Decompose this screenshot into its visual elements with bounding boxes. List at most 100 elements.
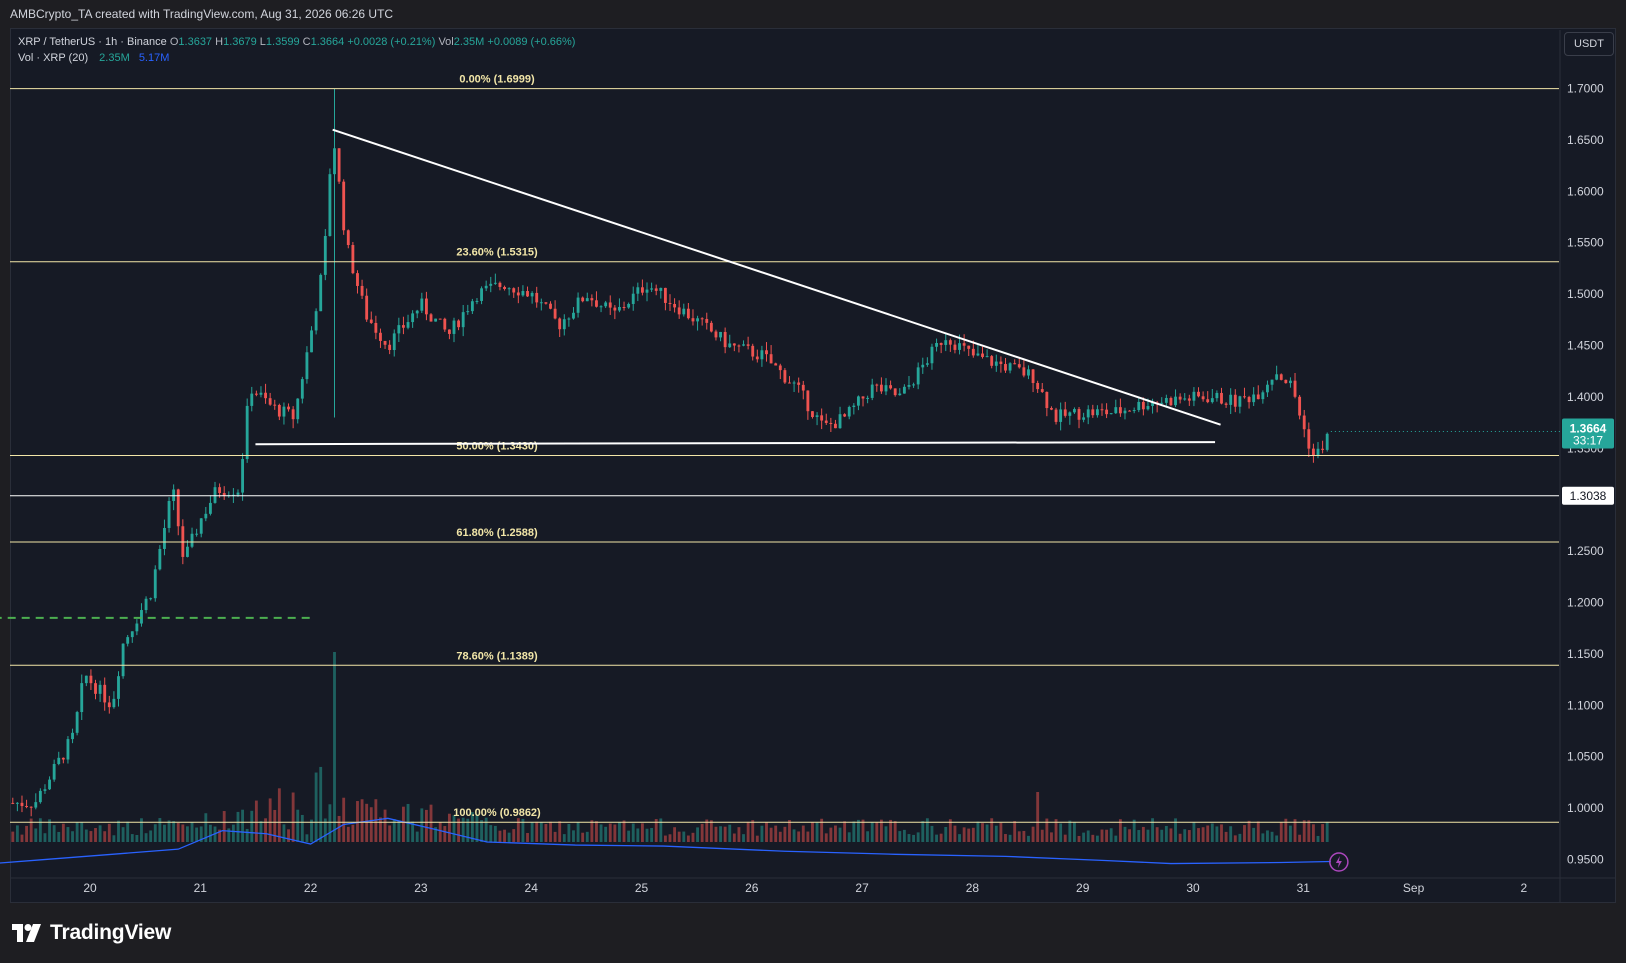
candle-body [677, 307, 681, 315]
candle-body [1243, 396, 1246, 398]
volume-bar [319, 766, 323, 842]
current-price-label: 1.3664 [1570, 421, 1607, 435]
volume-bar [383, 809, 387, 842]
candle-body [526, 291, 529, 297]
x-tick-label: 26 [745, 881, 759, 895]
volume-bar [1197, 828, 1200, 842]
candle-body [1063, 409, 1067, 416]
lightning-icon [1329, 852, 1349, 872]
y-tick-label: 1.1500 [1567, 647, 1604, 661]
volume-bar [801, 825, 805, 842]
x-tick-label: 31 [1297, 881, 1311, 895]
candle-body [650, 288, 654, 290]
volume-bar [397, 821, 401, 842]
candle-body [1270, 379, 1274, 385]
candle-body [562, 319, 566, 330]
candle-body [379, 332, 382, 341]
volume-bar [1118, 819, 1122, 842]
candle-body [1174, 396, 1177, 406]
candle-body [1183, 398, 1187, 400]
volume-bar [1004, 834, 1007, 842]
volume-bar [553, 831, 557, 842]
volume-bar [1141, 826, 1145, 842]
fib-retracement[interactable]: 0.00% (1.6999) 23.60% (1.5315) 50.00% (1.3… [10, 74, 1559, 823]
volume-bar [195, 827, 199, 842]
candle-body [48, 779, 51, 790]
x-tick-label: 27 [855, 881, 869, 895]
volume-bar [1109, 828, 1113, 842]
volume-bar [1238, 833, 1242, 842]
axes[interactable]: 1.7000 1.6500 1.6000 1.5500 1.5000 1.4500 1.40… [10, 30, 1616, 902]
volume-bar [889, 819, 893, 842]
drawings[interactable] [0, 128, 1559, 619]
candle-body [1128, 410, 1132, 412]
candle-body [558, 318, 562, 330]
volume-bar [893, 821, 897, 842]
volume-bar [466, 818, 470, 842]
candle-body [723, 331, 727, 348]
volume-bar [1164, 825, 1168, 842]
volume-bar [1160, 829, 1164, 842]
candle-body [411, 313, 415, 323]
volume-bar [760, 825, 764, 842]
candle-body [962, 343, 966, 346]
volume-bar [838, 827, 842, 842]
candle-body [829, 422, 833, 424]
currency-button[interactable]: USDT [1564, 32, 1614, 56]
volume-bar [254, 800, 258, 842]
volume-bar [1169, 828, 1173, 842]
candle-body [879, 384, 883, 392]
candle-body [195, 533, 199, 535]
candle-body [512, 288, 516, 293]
symbol-label[interactable]: XRP / TetherUS · 1h · Binance [18, 36, 167, 48]
candle-body [935, 342, 938, 347]
x-tick-label: 25 [635, 881, 649, 895]
volume-bar [424, 809, 428, 842]
volume-bar [94, 828, 97, 842]
candle-body [719, 331, 722, 338]
candle-body [406, 322, 410, 328]
volume-bar [1224, 831, 1228, 842]
candle-body [1192, 391, 1196, 401]
volume-bar [305, 834, 309, 842]
volume-indicator-label[interactable]: Vol · XRP (20) [18, 52, 89, 64]
trendline [332, 128, 1221, 426]
volume-bar [783, 826, 787, 842]
volume-bar [650, 827, 654, 842]
candle-body [1091, 409, 1095, 416]
volume-bar [953, 825, 957, 842]
candle-body [1077, 409, 1081, 420]
chart-pane[interactable] [10, 28, 1616, 903]
y-tick-label: 1.6000 [1567, 184, 1604, 198]
volume-bar [1105, 829, 1109, 842]
candle-body [273, 404, 277, 406]
volume-bar [709, 820, 713, 842]
candle-body [1086, 409, 1090, 418]
candle-body [484, 285, 488, 289]
volume-bar [1151, 818, 1154, 842]
volume-bar [916, 832, 920, 842]
candle-body [383, 340, 387, 345]
volume-bar [521, 818, 525, 842]
candle-body [167, 500, 171, 528]
candle-body [994, 361, 998, 366]
candle-body [208, 502, 212, 514]
candle-body [1004, 364, 1007, 371]
volume-bar [737, 827, 741, 842]
x-tick-label: 21 [194, 881, 208, 895]
candle-body [801, 384, 805, 391]
volume-bar [939, 833, 943, 842]
candle-body [521, 291, 525, 296]
candle-body [461, 312, 465, 328]
candle-body [140, 610, 143, 624]
candle-body [107, 702, 111, 708]
candle-body [43, 789, 47, 791]
volume-bar [140, 818, 143, 842]
volume-bar [856, 819, 860, 842]
candle-body [875, 384, 879, 386]
candle-body [834, 423, 837, 429]
volume-bar [843, 821, 847, 842]
volume-bar [659, 818, 663, 842]
volume-bar [1289, 825, 1292, 842]
